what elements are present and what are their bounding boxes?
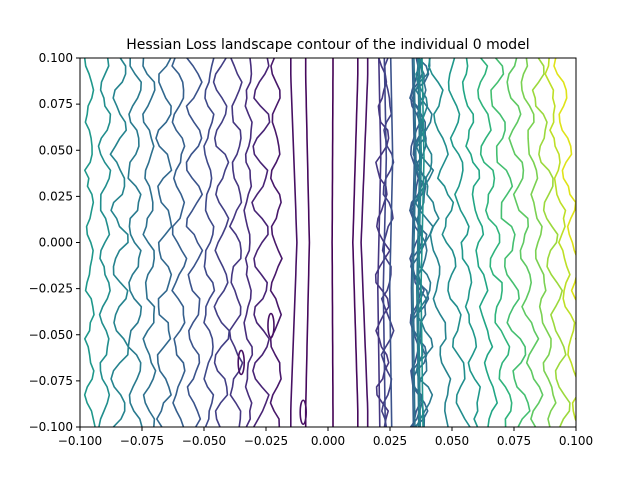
contour-line bbox=[142, 58, 157, 427]
y-tick-label: −0.075 bbox=[29, 374, 73, 388]
contour-line bbox=[531, 58, 571, 427]
y-tick-label: 0.000 bbox=[39, 236, 73, 250]
x-tick-label: 0.000 bbox=[311, 434, 345, 448]
contour-line bbox=[83, 58, 96, 427]
x-tick-label: −0.050 bbox=[182, 434, 226, 448]
contour-line bbox=[203, 58, 216, 427]
contour-line bbox=[304, 58, 311, 427]
contour-line bbox=[228, 58, 244, 427]
contour-line bbox=[243, 58, 254, 427]
contour-island bbox=[299, 399, 308, 426]
contour-markers bbox=[237, 312, 308, 426]
y-tick-label: 0.075 bbox=[39, 97, 73, 111]
contour-ridge-line bbox=[410, 58, 416, 427]
contour-island bbox=[267, 312, 275, 339]
contour-line bbox=[461, 58, 498, 427]
contour-line bbox=[212, 58, 230, 427]
contour-line bbox=[127, 58, 143, 427]
contour-line bbox=[427, 58, 471, 427]
x-tick-label: −0.100 bbox=[58, 434, 102, 448]
contour-line bbox=[553, 58, 576, 341]
contour-line bbox=[477, 58, 513, 427]
contour-ridge-line bbox=[388, 58, 394, 427]
contour-line bbox=[290, 58, 298, 427]
contour-ridge-line bbox=[382, 58, 388, 427]
contour-line bbox=[490, 58, 531, 427]
x-tick-label: −0.075 bbox=[120, 434, 164, 448]
contour-line bbox=[352, 58, 359, 427]
contour-ridge-line bbox=[417, 58, 423, 427]
contour-line bbox=[97, 58, 112, 427]
contour-line bbox=[251, 58, 271, 427]
x-tick-label: 0.050 bbox=[435, 434, 469, 448]
contour-ridge-line bbox=[412, 58, 417, 427]
y-tick-label: 0.050 bbox=[39, 143, 73, 157]
contour-ridge-line bbox=[415, 58, 421, 427]
contour-ridge-line bbox=[420, 58, 425, 427]
contour-line bbox=[331, 58, 334, 427]
contour-line bbox=[185, 58, 204, 427]
contour-line bbox=[269, 58, 283, 427]
y-tick-label: 0.100 bbox=[39, 51, 73, 65]
plot-background bbox=[80, 58, 576, 427]
contour-line bbox=[447, 58, 481, 427]
x-tick-label: 0.075 bbox=[497, 434, 531, 448]
x-axis: −0.100 −0.075 −0.050 −0.025 0.000 0.025 0.050 0… bbox=[58, 427, 593, 448]
x-tick-label: −0.025 bbox=[244, 434, 288, 448]
contour-lines bbox=[83, 58, 576, 427]
y-tick-label: −0.025 bbox=[29, 282, 73, 296]
y-axis: −0.100 −0.075 −0.050 −0.025 0.000 0.025 0.050 0… bbox=[29, 51, 80, 434]
contour-island bbox=[237, 349, 245, 376]
y-tick-label: −0.100 bbox=[29, 420, 73, 434]
contour-ridge-line bbox=[376, 58, 382, 427]
y-tick-label: −0.050 bbox=[29, 328, 73, 342]
contour-line bbox=[506, 58, 544, 427]
contour-line bbox=[171, 58, 188, 427]
contour-line bbox=[360, 58, 369, 427]
contour-line bbox=[520, 58, 557, 427]
x-tick-label: 0.100 bbox=[559, 434, 593, 448]
contour-line bbox=[109, 58, 130, 427]
x-tick-label: 0.025 bbox=[373, 434, 407, 448]
contour-line bbox=[155, 58, 173, 427]
contour-line bbox=[544, 58, 576, 423]
y-tick-label: 0.025 bbox=[39, 189, 73, 203]
chart-title: Hessian Loss landscape contour of the in… bbox=[126, 37, 529, 53]
